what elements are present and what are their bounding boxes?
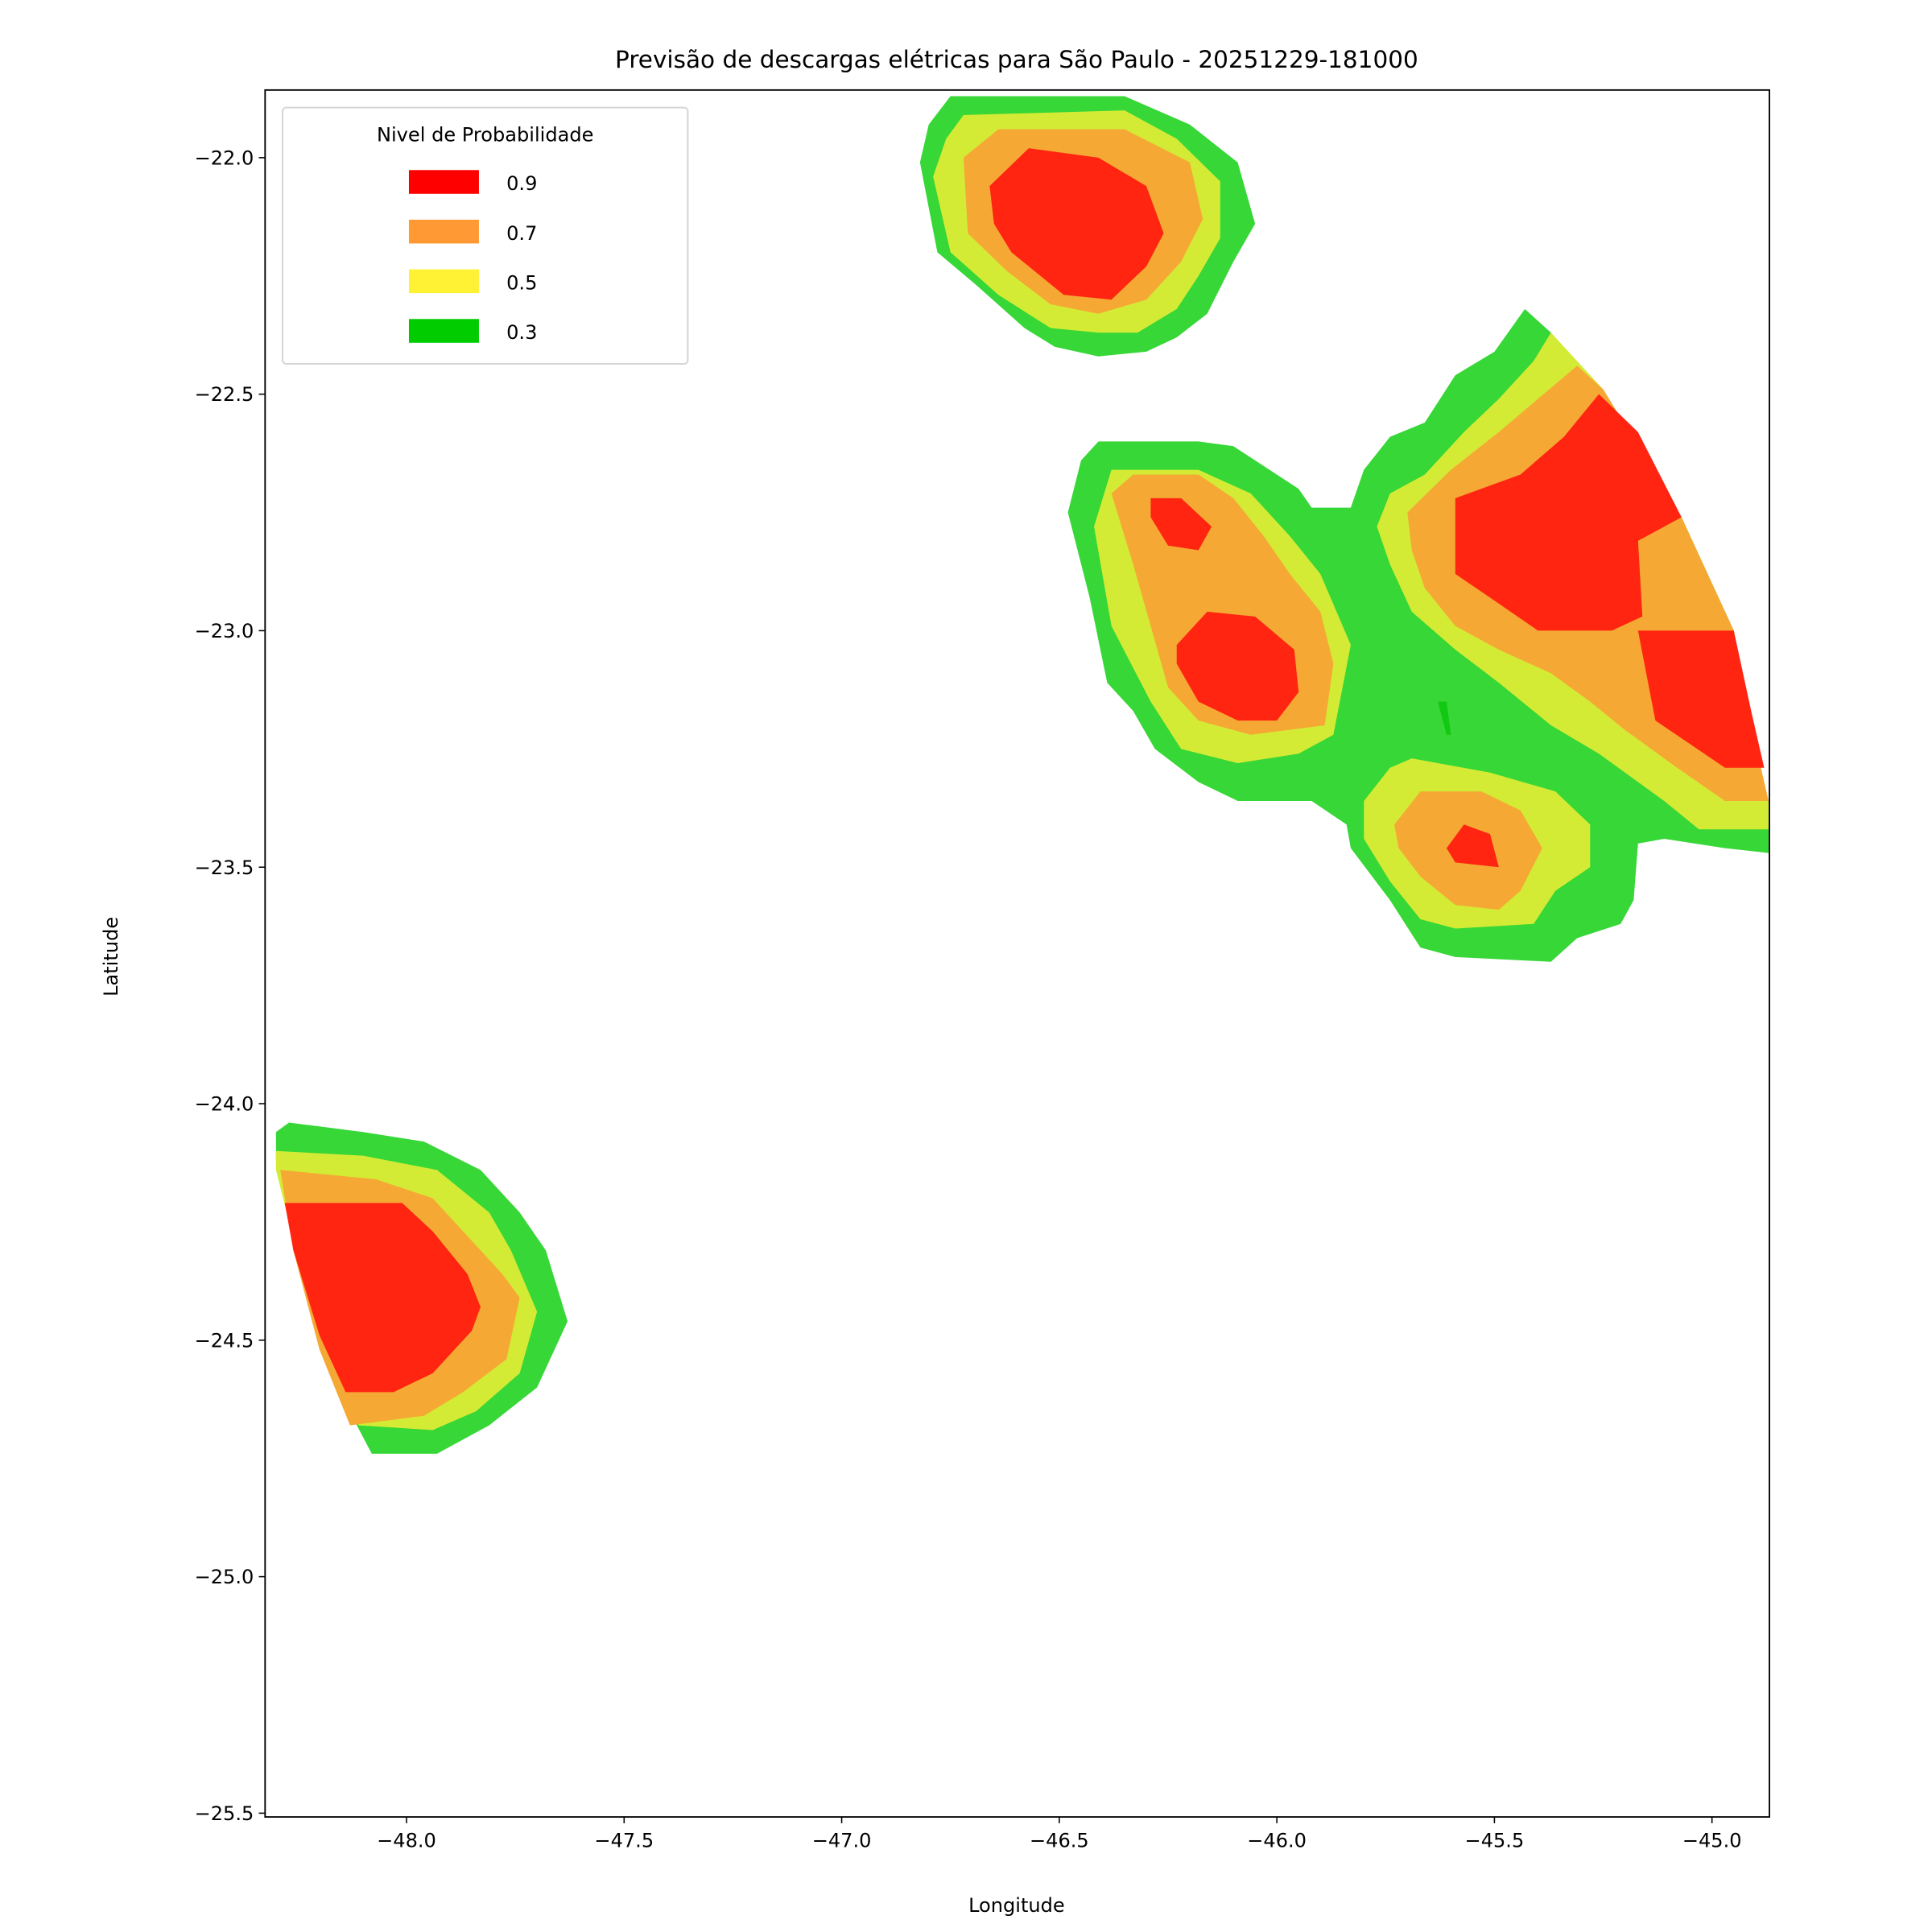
y-tick-label: −25.5 [195, 1802, 254, 1825]
legend-frame [282, 106, 689, 365]
x-tick-label: −45.0 [1682, 1829, 1742, 1852]
legend-label: 0.7 [506, 222, 537, 245]
legend-swatch [408, 170, 479, 194]
contour-northeast-cell-upper-level-0_9 [1455, 394, 1682, 631]
contour-northeast-cell-lower-level-0_9 [1637, 630, 1765, 768]
contour-east-complex-core-level-0_3b [1438, 701, 1451, 735]
legend-label: 0.3 [506, 321, 537, 344]
x-tick-label: −47.5 [594, 1829, 654, 1852]
contour-central-cell-north-level-0_9 [1150, 497, 1212, 551]
plot-frame [264, 89, 1770, 1818]
y-tick-label: −24.5 [195, 1329, 254, 1352]
x-axis-label: Longitude [968, 1894, 1065, 1917]
legend-swatch [408, 319, 479, 343]
y-tick-label: −23.0 [195, 620, 254, 642]
contour-north-cell-level-0_9 [989, 148, 1164, 300]
legend-swatch [408, 269, 479, 294]
chart-title: Previsão de descargas elétricas para São… [615, 46, 1418, 73]
y-tick-label: −22.5 [195, 383, 254, 406]
contour-central-cell-south-level-0_9 [1176, 611, 1299, 721]
y-tick-label: −22.0 [195, 147, 254, 169]
y-axis-label: Latitude [100, 917, 122, 997]
contour-southwest-cell-level-0_9 [284, 1203, 481, 1393]
y-tick-label: −23.5 [195, 857, 254, 879]
x-tick-label: −48.0 [377, 1829, 436, 1852]
legend-label: 0.9 [506, 172, 537, 195]
contour-regions [275, 96, 1769, 1454]
legend-title: Nivel de Probabilidade [377, 124, 593, 147]
x-tick-label: −47.0 [812, 1829, 872, 1852]
legend-label: 0.5 [506, 271, 537, 294]
contour-southeast-cell-level-0_9 [1446, 824, 1499, 868]
x-tick-label: −45.5 [1465, 1829, 1525, 1852]
legend-swatch [408, 219, 479, 244]
x-axis: −48.0 −47.5 −47.0 −46.5 −46.0 −45.5 −45.0 [377, 1817, 1742, 1852]
y-tick-label: −25.0 [195, 1566, 254, 1588]
x-tick-label: −46.5 [1030, 1829, 1089, 1852]
y-axis: −22.0 −22.5 −23.0 −23.5 −24.0 −24.5 −25.0 −25.5 [195, 147, 266, 1825]
x-tick-label: −46.0 [1247, 1829, 1307, 1852]
legend: Nivel de Probabilidade 0.9 0.7 0.5 0.3 [282, 106, 689, 365]
y-tick-label: −24.0 [195, 1093, 254, 1116]
